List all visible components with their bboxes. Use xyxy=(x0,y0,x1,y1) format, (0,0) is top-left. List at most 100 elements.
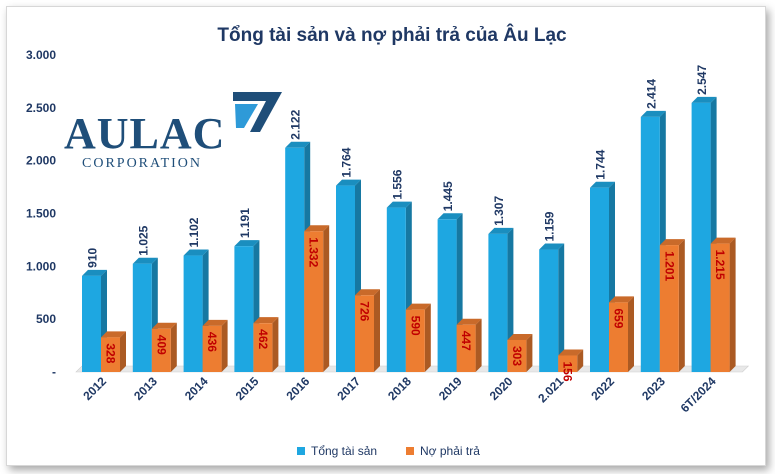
bar-liabilities-side xyxy=(221,319,228,372)
bar-total-assets xyxy=(691,102,711,372)
bar-liabilities-top xyxy=(558,349,584,356)
data-label-liabilities: 409 xyxy=(154,335,168,355)
bar-liabilities-top xyxy=(710,237,736,244)
chart-frame xyxy=(6,6,766,466)
y-axis: - 500 1.000 1.500 2.000 2.500 3.000 xyxy=(26,48,56,379)
bar-liabilities xyxy=(355,295,374,372)
bar-liabilities xyxy=(710,243,730,372)
data-label-total-assets: 1.445 xyxy=(441,181,455,211)
chart-title: Tổng tài sản và nợ phải trả của Âu Lạc xyxy=(217,24,567,46)
x-axis: 2012 2013 2014 2015 2016 2017 2018 2019 2020 2.02… xyxy=(80,374,719,415)
y-tick-label: 3.000 xyxy=(26,48,56,62)
bar-liabilities-top xyxy=(405,303,431,310)
data-label-liabilities: 1.215 xyxy=(713,250,727,280)
data-label-total-assets: 1.159 xyxy=(543,211,557,241)
y-tick-label: 1.500 xyxy=(26,207,56,221)
bar-total-assets-top xyxy=(590,181,615,188)
bar-liabilities-side xyxy=(374,289,380,372)
data-label-liabilities: 1.201 xyxy=(662,251,676,281)
bar-total-assets-top xyxy=(183,249,209,256)
bar-total-assets xyxy=(488,233,508,372)
x-tick-label: 2013 xyxy=(131,374,160,403)
bar-total-assets xyxy=(132,263,152,372)
bar-liabilities-top xyxy=(456,318,482,325)
x-tick-label: 6T/2024 xyxy=(678,374,719,415)
y-tick-label: 2.500 xyxy=(26,101,56,115)
legend-label-liabilities: Nợ phải trả xyxy=(420,444,480,458)
bar-total-assets xyxy=(183,255,203,372)
bar-liabilities-side xyxy=(424,303,431,372)
bar-liabilities xyxy=(202,325,222,372)
bar-total-assets-top xyxy=(437,213,463,220)
bar-liabilities-top xyxy=(355,289,380,296)
bar-liabilities-side xyxy=(272,317,279,372)
bar-liabilities xyxy=(405,309,425,372)
y-tick-label: 500 xyxy=(36,312,56,326)
bar-liabilities xyxy=(253,323,273,372)
bar-total-assets xyxy=(386,207,406,372)
bar-total-assets-top xyxy=(691,96,717,103)
data-label-liabilities: 1.332 xyxy=(307,237,321,267)
bar-total-assets xyxy=(437,219,457,372)
bar-total-assets-top xyxy=(82,269,107,276)
logo-subtitle: CORPORATION xyxy=(82,156,202,171)
bar-liabilities xyxy=(558,355,578,372)
x-tick-label: 2015 xyxy=(233,374,262,403)
bar-liabilities-side xyxy=(577,349,584,372)
logo-wordmark: AULAC xyxy=(64,109,225,158)
data-label-liabilities: 156 xyxy=(561,362,575,382)
x-tick-label: 2018 xyxy=(385,374,414,403)
data-label-liabilities: 462 xyxy=(256,329,270,349)
x-tick-label: 2023 xyxy=(639,374,668,403)
y-tick-label: - xyxy=(52,365,56,379)
bar-total-assets-top xyxy=(285,141,311,148)
bar-liabilities-top xyxy=(659,239,685,246)
logo: AULAC CORPORATION xyxy=(64,92,282,171)
bar-total-assets-top xyxy=(132,257,158,264)
data-label-liabilities: 659 xyxy=(612,308,626,328)
data-label-total-assets: 2.547 xyxy=(695,65,709,95)
bar-liabilities-top xyxy=(253,317,279,324)
bar-liabilities-top xyxy=(609,296,634,303)
y-tick-label: 1.000 xyxy=(26,259,56,273)
data-label-total-assets: 1.764 xyxy=(340,147,354,177)
bar-total-assets-top xyxy=(234,240,260,247)
bar-liabilities xyxy=(659,245,679,372)
bar-liabilities-side xyxy=(170,322,177,372)
logo-seven-mark xyxy=(233,92,282,132)
data-label-total-assets: 2.414 xyxy=(644,79,658,109)
bar-liabilities xyxy=(304,231,324,372)
bar-total-assets xyxy=(285,147,305,372)
bar-total-assets-top xyxy=(386,201,412,208)
bar-liabilities xyxy=(151,328,171,372)
data-label-liabilities: 726 xyxy=(358,301,372,321)
x-tick-label: 2016 xyxy=(284,374,313,403)
bars: 910 328 1.025 409 1.102 436 1.191 462 2.122 1.332… xyxy=(75,65,750,382)
bar-total-assets-top xyxy=(336,179,361,186)
data-label-total-assets: 1.025 xyxy=(136,225,150,255)
x-tick-label: 2017 xyxy=(334,374,363,403)
bar-liabilities xyxy=(101,337,120,372)
bar-total-assets xyxy=(539,249,559,372)
data-label-total-assets: 1.556 xyxy=(390,169,404,199)
legend-label-assets: Tổng tài sản xyxy=(311,444,377,458)
data-label-liabilities: 328 xyxy=(104,343,118,363)
bar-total-assets xyxy=(336,185,355,372)
bar-liabilities-side xyxy=(475,318,482,372)
bar-liabilities xyxy=(456,324,476,372)
bar-liabilities xyxy=(507,339,527,372)
bar-liabilities-top xyxy=(101,331,126,338)
data-label-liabilities: 303 xyxy=(510,346,524,366)
bar-total-assets-top xyxy=(539,243,565,250)
data-label-liabilities: 590 xyxy=(408,316,422,336)
x-tick-label: 2020 xyxy=(487,374,516,403)
y-tick-label: 2.000 xyxy=(26,154,56,168)
bar-liabilities-side xyxy=(526,333,533,372)
data-label-total-assets: 2.122 xyxy=(289,109,303,139)
bar-total-assets xyxy=(82,275,101,372)
bar-liabilities-side xyxy=(323,225,330,372)
data-label-total-assets: 1.191 xyxy=(238,208,252,238)
legend: Tổng tài sản Nợ phải trả xyxy=(297,444,480,458)
bar-total-assets-side xyxy=(558,243,565,372)
